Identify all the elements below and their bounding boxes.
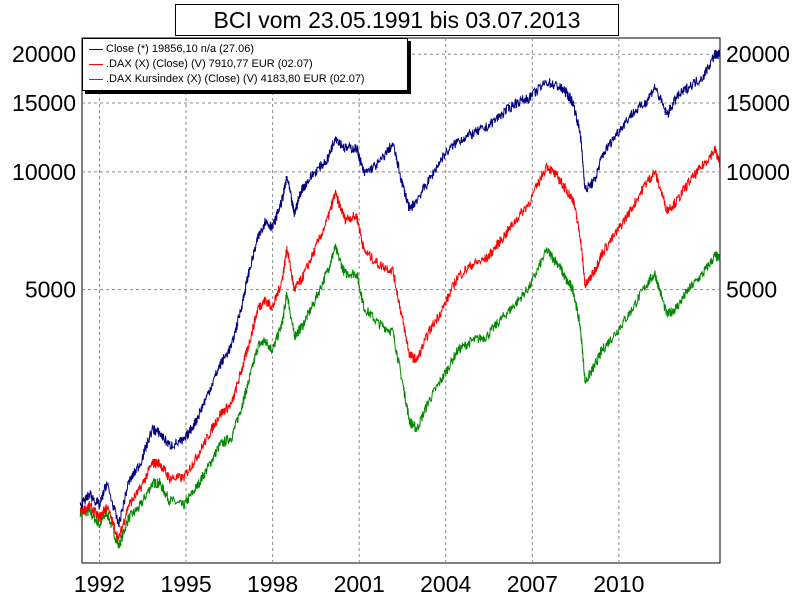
legend-entry: .DAX (X) (Close) (V) 7910,77 EUR (02.07) xyxy=(89,57,407,72)
series-line-1 xyxy=(79,145,721,543)
y-tick-label-right: 5000 xyxy=(726,277,777,303)
x-tick-label: 2010 xyxy=(593,571,644,597)
chart-title: BCI vom 23.05.1991 bis 03.07.2013 xyxy=(175,4,619,36)
legend-swatch xyxy=(89,49,103,50)
x-tick-label: 2001 xyxy=(334,571,385,597)
legend-label: Close (*) 19856,10 n/a (27.06) xyxy=(106,43,254,55)
series-line-0 xyxy=(79,49,721,528)
legend: Close (*) 19856,10 n/a (27.06) .DAX (X) … xyxy=(82,38,408,91)
legend-entry: .DAX Kursindex (X) (Close) (V) 4183,80 E… xyxy=(89,72,407,87)
x-tick-label: 2004 xyxy=(420,571,471,597)
y-tick-label-right: 10000 xyxy=(726,159,790,185)
legend-label: .DAX (X) (Close) (V) 7910,77 EUR (02.07) xyxy=(106,58,313,70)
x-tick-label: 1992 xyxy=(74,571,125,597)
y-tick-label-left: 20000 xyxy=(12,41,76,67)
series-group xyxy=(79,49,721,549)
legend-entry: Close (*) 19856,10 n/a (27.06) xyxy=(89,42,407,57)
y-axis: 20000 20000 15000 15000 10000 10000 5000 5000 xyxy=(12,41,790,302)
y-tick-label-right: 15000 xyxy=(726,90,790,116)
x-tick-label: 1998 xyxy=(247,571,298,597)
y-tick-label-left: 5000 xyxy=(25,277,76,303)
series-line-2 xyxy=(79,243,721,549)
x-tick-label: 2007 xyxy=(507,571,558,597)
legend-swatch xyxy=(89,79,103,80)
plot-area xyxy=(81,37,721,564)
y-tick-label-left: 15000 xyxy=(12,90,76,116)
x-tick-label: 1995 xyxy=(160,571,211,597)
y-tick-label-right: 20000 xyxy=(726,41,790,67)
y-tick-label-left: 10000 xyxy=(12,159,76,185)
legend-swatch xyxy=(89,64,103,65)
legend-label: .DAX Kursindex (X) (Close) (V) 4183,80 E… xyxy=(106,73,365,85)
x-axis: 1992 1995 1998 2001 2004 2007 2010 xyxy=(74,571,645,597)
